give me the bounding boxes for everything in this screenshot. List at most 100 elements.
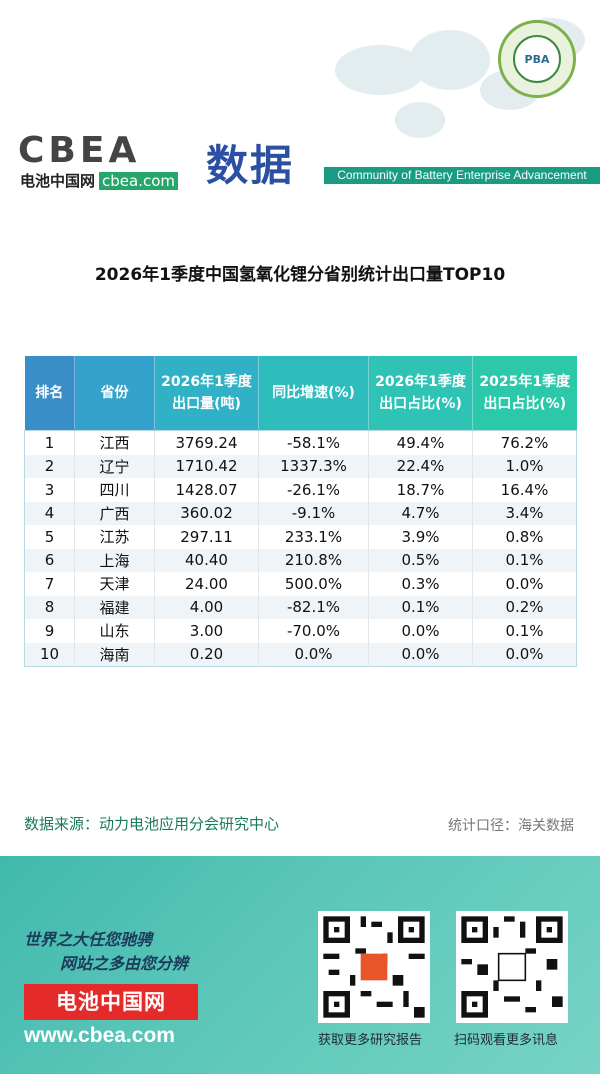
brand-banner: 电池中国网 [24, 984, 198, 1020]
table-body: 1 江西 3769.24 -58.1% 49.4% 76.2% 2 辽宁 1710.42 1337… [24, 430, 577, 667]
cell-volume: 360.02 [154, 501, 259, 525]
table-row: 2 辽宁 1710.42 1337.3% 22.4% 1.0% [24, 454, 577, 478]
cell-yoy: 210.8% [258, 548, 369, 572]
table-header-row: 排名 省份 2026年1季度出口量(吨) 同比增速(%) 2026年1季度出口占… [24, 356, 577, 431]
cell-rank: 2 [24, 454, 75, 478]
cell-yoy: 1337.3% [258, 454, 369, 478]
table-row: 6 上海 40.40 210.8% 0.5% 0.1% [24, 548, 577, 572]
cell-share-2025: 0.0% [505, 574, 544, 593]
cell-share-2025: 16.4% [500, 480, 549, 499]
cell-rank: 5 [24, 525, 75, 549]
cell-yoy: 500.0% [258, 572, 369, 596]
cell-share-2026: 0.3% [368, 572, 473, 596]
cell-volume: 1428.07 [154, 478, 259, 502]
pba-badge-logo: PBA [513, 35, 561, 83]
table-row: 4 广西 360.02 -9.1% 4.7% 3.4% [24, 501, 577, 525]
cell-yoy: 0.0% [258, 642, 369, 667]
community-banner: Community of Battery Enterprise Advancem… [324, 167, 600, 184]
logo-domain: cbea.com [99, 172, 179, 190]
header-yoy: 同比增速(%) [258, 356, 369, 431]
cell-province: 上海 [74, 548, 155, 572]
qr-code-icon [456, 911, 568, 1023]
logo-cn-name: 电池中国网 [20, 172, 96, 190]
cell-volume: 3.00 [154, 619, 259, 643]
cell-yoy: -58.1% [258, 430, 369, 455]
header-rank: 排名 [24, 356, 75, 431]
cell-province: 江西 [74, 430, 155, 455]
qr-caption-news: 扫码观看更多讯息 [454, 1033, 559, 1048]
table-row: 5 江苏 297.11 233.1% 3.9% 0.8% [24, 525, 577, 549]
cell-rank: 10 [24, 642, 75, 667]
cell-province: 福建 [74, 595, 155, 619]
cbea-logo-subtitle: 电池中国网 cbea.com [20, 170, 179, 191]
table-row: 8 福建 4.00 -82.1% 0.1% 0.2% [24, 595, 577, 619]
header-volume: 2026年1季度出口量(吨) [154, 356, 259, 431]
header-province: 省份 [74, 356, 155, 431]
cbea-logo-text: CBEA [18, 130, 141, 171]
cell-share-2026: 4.7% [368, 501, 473, 525]
cell-share-2025: 0.0% [472, 642, 577, 667]
cell-rank: 1 [24, 430, 75, 455]
cell-rank: 8 [24, 595, 75, 619]
cell-share-2025: 3.4% [472, 501, 577, 525]
cell-share-2026: 49.4% [368, 430, 473, 455]
cell-share-2025: 1.0% [472, 454, 577, 478]
header-share-2025: 2025年1季度出口占比(%) [472, 356, 577, 431]
cell-share-2025: 0.2% [472, 595, 577, 619]
table-row: 3 四川 1428.07 -26.1% 18.7% 16.4% [24, 478, 577, 502]
cell-yoy: -9.1% [258, 501, 369, 525]
statistical-caliber: 统计口径：海关数据 [448, 818, 574, 834]
qr-caption-research: 获取更多研究报告 [318, 1033, 423, 1048]
cell-share-2025: 76.2% [500, 433, 549, 452]
world-map-background [335, 18, 585, 138]
table-row: 7 天津 24.00 500.0% 0.3% 0.0% [24, 572, 577, 596]
export-table: 排名 省份 2026年1季度出口量(吨) 同比增速(%) 2026年1季度出口占… [24, 356, 577, 667]
cell-province: 海南 [74, 642, 155, 667]
cell-province: 辽宁 [74, 454, 155, 478]
qr-code-research[interactable] [318, 911, 430, 1023]
cell-province: 山东 [74, 619, 155, 643]
cell-volume: 0.20 [154, 642, 259, 667]
cell-rank: 9 [24, 619, 75, 643]
cell-share-2026: 0.0% [368, 619, 473, 643]
cell-volume: 4.00 [154, 595, 259, 619]
cell-volume: 297.11 [154, 525, 259, 549]
table-row: 1 江西 3769.24 -58.1% 49.4% 76.2% [24, 430, 577, 455]
cell-province: 天津 [74, 572, 155, 596]
header-share-2026: 2026年1季度出口占比(%) [368, 356, 473, 431]
cell-volume: 3769.24 [154, 430, 259, 455]
cell-share-2025: 0.8% [505, 527, 544, 546]
cell-rank: 6 [24, 548, 75, 572]
slogan-line-2: 网站之多由您分辨 [60, 954, 189, 973]
cell-share-2026: 0.0% [368, 642, 473, 667]
cell-province: 四川 [74, 478, 155, 502]
website-link[interactable]: www.cbea.com [24, 1024, 175, 1047]
cell-yoy: 233.1% [258, 525, 369, 549]
table-row: 9 山东 3.00 -70.0% 0.0% 0.1% [24, 619, 577, 643]
cell-province: 广西 [74, 501, 155, 525]
cell-volume: 40.40 [154, 548, 259, 572]
table-row: 10 海南 0.20 0.0% 0.0% 0.0% [24, 642, 577, 667]
cbea-logo: CBEA 电池中国网 cbea.com [18, 130, 198, 190]
slogan-line-1: 世界之大任您驰骋 [24, 930, 153, 949]
section-title: 数据 [206, 141, 295, 190]
cell-yoy: -82.1% [258, 595, 369, 619]
data-source: 数据来源：动力电池应用分会研究中心 [24, 815, 280, 833]
cell-share-2026: 0.1% [368, 595, 473, 619]
cell-yoy: -70.0% [258, 619, 369, 643]
cell-share-2026: 0.5% [368, 548, 473, 572]
cell-share-2026: 22.4% [368, 454, 473, 478]
qr-code-icon [318, 911, 430, 1023]
cell-volume: 24.00 [154, 572, 259, 596]
cell-share-2025: 0.1% [505, 621, 544, 640]
cell-province: 江苏 [74, 525, 155, 549]
cell-rank: 3 [24, 478, 75, 502]
cell-rank: 4 [24, 501, 75, 525]
cell-share-2026: 18.7% [368, 478, 473, 502]
page-title: 2026年1季度中国氢氧化锂分省别统计出口量TOP10 [94, 265, 506, 285]
qr-code-news[interactable] [456, 911, 568, 1023]
cell-share-2025: 0.1% [472, 548, 577, 572]
cell-share-2026: 3.9% [368, 525, 473, 549]
cell-rank: 7 [24, 572, 75, 596]
pba-badge: PBA [498, 20, 576, 98]
